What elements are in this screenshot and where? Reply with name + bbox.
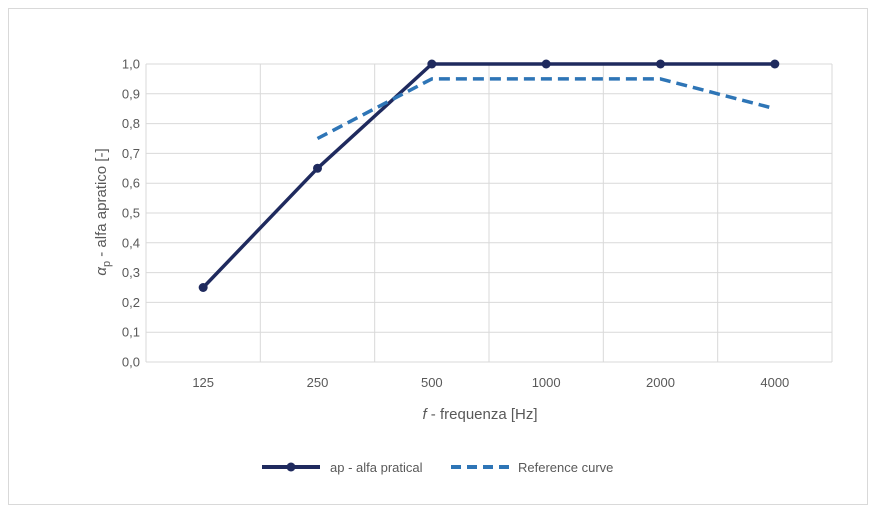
x-tick-label: 500 xyxy=(421,375,443,390)
x-tick-label: 1000 xyxy=(532,375,561,390)
x-tick-label: 250 xyxy=(307,375,329,390)
y-tick-label: 0,2 xyxy=(122,295,140,310)
data-point xyxy=(770,59,780,69)
legend-marker-series-1 xyxy=(286,462,296,472)
chart-frame xyxy=(8,8,868,505)
series-line-2 xyxy=(316,77,776,141)
x-tick-label: 2000 xyxy=(646,375,675,390)
data-point xyxy=(427,59,437,69)
x-axis-title: f - frequenza [Hz] xyxy=(422,406,537,423)
series-line-1 xyxy=(201,62,775,289)
x-tick-label: 4000 xyxy=(760,375,789,390)
legend-label-series-1: ap - alfa pratical xyxy=(330,460,423,475)
data-point xyxy=(656,59,665,69)
y-tick-label: 0,9 xyxy=(122,86,140,101)
data-point xyxy=(313,163,322,173)
y-tick-label: 0,4 xyxy=(122,235,140,250)
y-tick-label: 0,3 xyxy=(122,265,140,280)
legend-label-series-2: Reference curve xyxy=(518,460,613,475)
y-axis-title: αp - alfa apratico [-] xyxy=(93,148,113,275)
y-tick-labels: 0,0 0,1 0,2 0,3 0,4 0,5 0,6 0,7 0,8 0,9 1,0 xyxy=(122,57,140,370)
y-tick-label: 0,6 xyxy=(122,176,140,191)
series-lines xyxy=(198,59,780,292)
y-tick-label: 1,0 xyxy=(122,57,140,72)
y-tick-label: 0,1 xyxy=(122,325,140,340)
plot-grid xyxy=(145,63,833,363)
y-tick-label: 0,8 xyxy=(122,116,140,131)
y-tick-label: 0,0 xyxy=(122,355,140,370)
legend: ap - alfa pratical Reference curve xyxy=(262,460,613,475)
data-point xyxy=(198,283,208,292)
y-tick-label: 0,7 xyxy=(122,146,140,161)
x-tick-labels: 125 250 500 1000 2000 4000 xyxy=(192,375,789,390)
data-point xyxy=(541,59,551,69)
x-tick-label: 125 xyxy=(192,375,214,390)
y-tick-label: 0,5 xyxy=(122,206,140,221)
